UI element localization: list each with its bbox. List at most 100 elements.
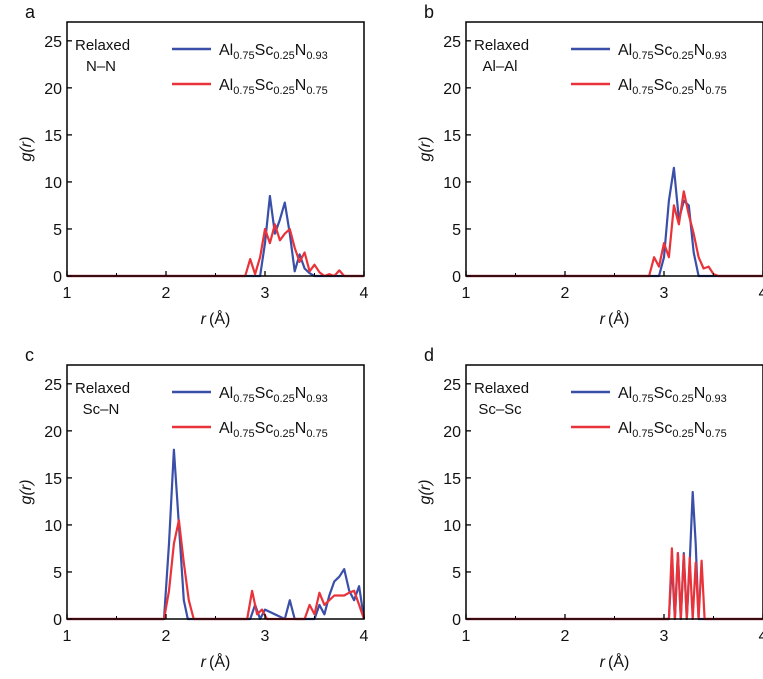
y-tick-label: 10 [443,175,461,192]
formula-subscript: 0.25 [672,393,693,405]
x-tick-label: 2 [162,285,171,302]
y-axis-variable: r [18,141,35,147]
x-tick-label: 4 [360,628,369,645]
annotation-pair: Sc–N [83,401,120,418]
x-axis-variable: r [600,654,606,671]
y-tick-label: 5 [53,222,62,239]
annotation-relaxed: Relaxed [474,380,529,397]
y-tick-label: 10 [44,518,62,535]
formula-element: Al [219,385,233,402]
formula-element: Al [219,420,233,437]
annotation-relaxed: Relaxed [75,37,130,54]
x-tick-label: 2 [561,285,570,302]
formula-element: N [694,77,706,94]
series-line-n075 [67,223,364,278]
y-tick-label: 0 [452,269,461,286]
y-tick-label: 5 [452,565,461,582]
y-tick-label: 5 [53,565,62,582]
formula-subscript: 0.25 [273,393,294,405]
y-axis-close: ) [18,480,35,487]
panel-label: b [424,2,434,22]
y-axis-variable: r [417,141,434,147]
formula-element: Sc [654,420,673,437]
y-axis-variable: r [18,484,35,490]
x-tick-label: 4 [759,285,763,302]
legend-label: Al0.75Sc0.25N0.93 [618,385,727,405]
y-axis-variable: r [417,484,434,490]
x-tick-label: 3 [660,285,669,302]
y-tick-label: 25 [443,34,461,51]
chart-panel-b: 12340510152025bRelaxedAl–AlAl0.75Sc0.25N… [417,2,763,328]
formula-element: Sc [654,77,673,94]
formula-element: Sc [255,42,274,59]
y-tick-label: 15 [44,471,62,488]
annotation-pair: Sc–Sc [478,401,522,418]
y-tick-label: 20 [443,81,461,98]
y-axis-function: g( [417,489,434,505]
formula-subscript: 0.75 [632,393,653,405]
formula-subscript: 0.75 [233,393,254,405]
x-axis-label: r (Å) [600,652,630,671]
formula-element: N [694,420,706,437]
formula-element: N [694,42,706,59]
x-tick-label: 4 [759,628,763,645]
formula-subscript: 0.75 [233,50,254,62]
y-axis-function: g( [18,146,35,162]
formula-element: N [295,420,307,437]
x-tick-label: 4 [360,285,369,302]
formula-element: Sc [654,385,673,402]
y-axis-label: g(r) [18,480,35,505]
formula-element: Sc [654,42,673,59]
chart-panel-d: 12340510152025dRelaxedSc–ScAl0.75Sc0.25N… [417,345,763,671]
x-axis-unit: (Å) [608,652,629,671]
formula-subscript: 0.75 [306,428,327,440]
legend-label: Al0.75Sc0.25N0.93 [219,42,328,62]
annotation-relaxed: Relaxed [474,37,529,54]
formula-element: Al [219,42,233,59]
series-line-n093 [67,194,364,278]
x-tick-label: 1 [462,628,471,645]
y-tick-label: 20 [443,424,461,441]
legend-label: Al0.75Sc0.25N0.75 [618,420,727,440]
formula-subscript: 0.75 [306,85,327,97]
formula-subscript: 0.75 [233,428,254,440]
formula-subscript: 0.93 [705,393,726,405]
y-tick-label: 0 [53,612,62,629]
formula-subscript: 0.25 [273,85,294,97]
y-tick-label: 20 [44,424,62,441]
chart-panel-c: 1 2 3 40510152025cRelaxedSc–NAl0.75Sc0.25N0… [18,345,369,671]
chart-panel-a: 1 2 3 40510152025aRelaxedN–NAl0.75Sc0.25N0.… [18,2,369,328]
x-tick-label: 1 [462,285,471,302]
y-tick-label: 10 [44,175,62,192]
formula-subscript: 0.25 [672,85,693,97]
series-line-n093 [466,490,763,621]
formula-subscript: 0.25 [273,428,294,440]
formula-element: Al [618,420,632,437]
panel-label: d [424,345,434,365]
x-tick-label: 3 [660,628,669,645]
formula-element: Al [618,77,632,94]
y-tick-label: 10 [443,518,461,535]
x-tick-label: 3 [261,285,270,302]
formula-subscript: 0.93 [306,393,327,405]
formula-subscript: 0.75 [705,428,726,440]
y-tick-label: 5 [452,222,461,239]
formula-subscript: 0.25 [273,50,294,62]
x-axis-unit: (Å) [209,309,230,328]
annotation-relaxed: Relaxed [75,380,130,397]
panel-label: c [25,345,34,365]
formula-subscript: 0.93 [705,50,726,62]
formula-subscript: 0.25 [672,428,693,440]
x-tick-label: 3 [261,628,270,645]
legend-label: Al0.75Sc0.25N0.93 [618,42,727,62]
x-tick-label: 2 [561,628,570,645]
y-axis-label: g(r) [417,480,434,505]
x-axis-unit: (Å) [209,652,230,671]
y-tick-label: 25 [443,377,461,394]
formula-element: Sc [255,420,274,437]
y-axis-label: g(r) [18,137,35,162]
y-tick-label: 15 [44,128,62,145]
y-tick-label: 25 [44,377,62,394]
x-axis-variable: r [201,654,207,671]
legend-label: Al0.75Sc0.25N0.75 [618,77,727,97]
